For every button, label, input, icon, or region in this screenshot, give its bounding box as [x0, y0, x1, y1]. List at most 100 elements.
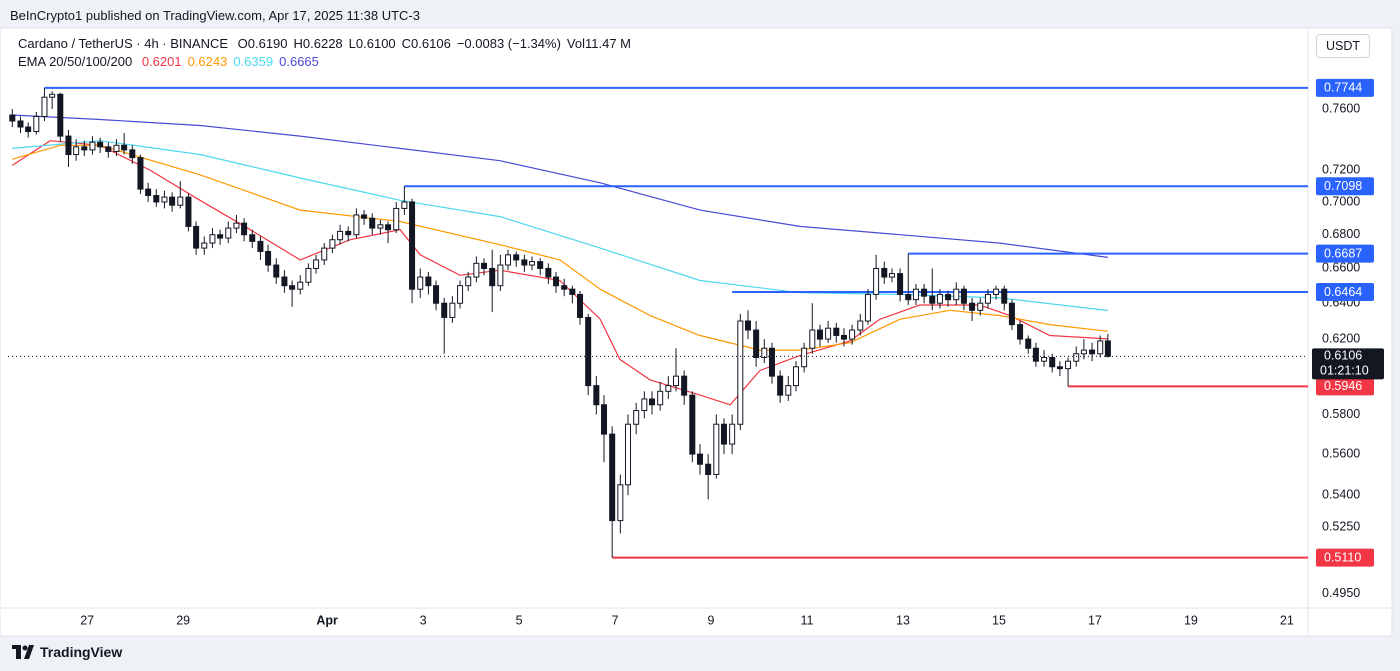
candle-body [273, 264, 280, 278]
candle-body [353, 214, 360, 236]
candle-body [953, 288, 960, 301]
candle-body [1041, 356, 1048, 362]
candle-body [1073, 353, 1080, 362]
footer-text: TradingView [40, 644, 123, 660]
candle-body [529, 261, 536, 266]
candle-body [753, 329, 760, 358]
candle-body [113, 144, 120, 152]
candle-body [337, 230, 344, 241]
candle-body [921, 288, 928, 297]
candle-body [1025, 338, 1032, 349]
candle-body [81, 146, 88, 151]
candle-body [161, 196, 168, 203]
candle-body [1017, 324, 1024, 340]
price-level-badge [1316, 244, 1374, 263]
legend-value: 0.6359 [233, 54, 274, 69]
candle-body [177, 196, 184, 206]
candle-body [617, 484, 624, 522]
candle-body [561, 285, 568, 290]
candle-body [897, 273, 904, 295]
candle-body [217, 234, 224, 239]
candle-body [833, 327, 840, 336]
price-level-badge [1316, 377, 1374, 396]
candle-body [577, 293, 584, 318]
price-level-badge [1316, 177, 1374, 196]
candle-body [649, 398, 656, 406]
candle-body [744, 320, 751, 331]
candle-body [9, 114, 16, 122]
candle-body [1104, 340, 1111, 357]
candle-body [777, 375, 784, 396]
candle-body [696, 453, 703, 465]
candle-body [984, 293, 991, 304]
candle-body [385, 224, 392, 231]
candle-body [1089, 349, 1096, 355]
ema-line [12, 144, 1108, 351]
candle-body [457, 285, 464, 304]
candle-body [57, 93, 64, 137]
publisher-line: BeInCrypto1 published on TradingView.com… [10, 8, 420, 23]
candle-body [969, 302, 976, 311]
candle-body [449, 302, 456, 318]
ohlc-text: Vol11.47 M [566, 36, 631, 51]
ema-line [11, 140, 1108, 406]
x-tick-label: Apr [316, 613, 338, 627]
candle-body [672, 375, 679, 387]
candle-body [73, 146, 80, 156]
y-tick-label: 0.7000 [1322, 194, 1360, 208]
currency-button[interactable]: USDT [1316, 34, 1370, 58]
candle-body [840, 334, 847, 340]
candle-body [169, 196, 176, 206]
candle-body [993, 288, 1000, 295]
candle-body [864, 293, 871, 322]
x-tick-label: 27 [80, 613, 94, 627]
candle-body [137, 157, 144, 190]
x-tick-label: 19 [1184, 613, 1198, 627]
price-level-badge [1316, 282, 1374, 301]
candle-body [481, 262, 488, 269]
candle-body [521, 259, 528, 266]
candle-body [761, 347, 768, 358]
candle-body [641, 398, 648, 412]
candle-body [473, 262, 480, 278]
candle-body [785, 385, 792, 396]
y-tick-label: 0.5250 [1322, 519, 1360, 533]
candle-body [609, 433, 616, 522]
candle-body [409, 201, 416, 290]
candle-body [369, 217, 376, 229]
price-level-label: 0.7098 [1324, 179, 1362, 193]
candle-body [593, 385, 600, 406]
candle-body [601, 404, 608, 435]
x-tick-label: 7 [612, 613, 619, 627]
candle-body [97, 141, 104, 148]
candle-body [849, 329, 856, 340]
price-level-label: 0.7744 [1324, 81, 1362, 95]
candle-body [105, 146, 112, 152]
candle-body [281, 276, 288, 287]
candle-body [857, 320, 864, 331]
candle-body [193, 225, 200, 249]
candle-body [305, 267, 312, 283]
candle-body [209, 234, 216, 244]
logo-icon [12, 645, 34, 659]
candle-body [17, 120, 24, 128]
candle-body [497, 264, 504, 287]
candle-body [25, 126, 32, 133]
y-tick-label: 0.4950 [1322, 586, 1360, 600]
x-tick-label: 5 [516, 613, 523, 627]
candle-body [537, 261, 544, 269]
candle-body [936, 293, 943, 304]
x-tick-label: 11 [801, 613, 814, 627]
y-tick-label: 0.7200 [1322, 162, 1360, 176]
candle-body [1056, 366, 1063, 370]
candle-body [225, 227, 232, 239]
candle-body [657, 390, 664, 406]
candle-body [1049, 356, 1056, 368]
candle-body [1065, 360, 1072, 370]
indicator-header: EMA 20/50/100/200 0.6201 0.6243 0.6359 0.66… [18, 54, 325, 69]
price-level-label: 0.5110 [1324, 550, 1361, 564]
candle-body [1080, 349, 1087, 355]
x-tick-label: 29 [176, 613, 190, 627]
ohlc-text: H0.6228 [293, 36, 343, 51]
